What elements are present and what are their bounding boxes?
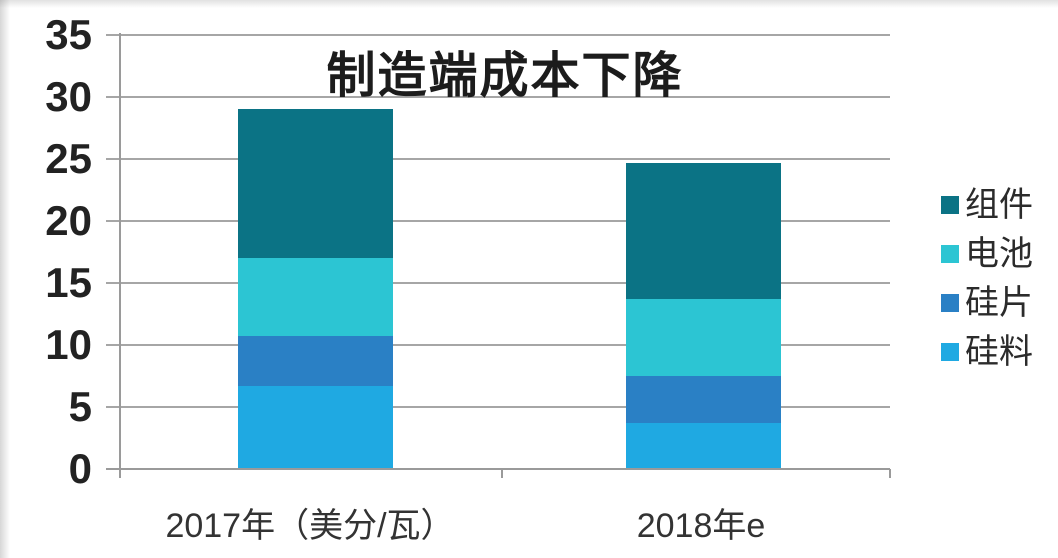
y-tick-label: 30 [45,73,92,120]
legend-item: 硅片 [941,286,1033,320]
x-axis-label-2017: 2017年（美分/瓦） [165,507,455,545]
bar-segment [626,299,781,376]
y-tick-label: 35 [45,11,92,58]
legend-swatch-icon [941,343,959,361]
y-tick-label: 20 [45,197,92,244]
y-tick-label: 25 [45,135,92,182]
x-axis-label-2018e: 2018年e [636,507,766,545]
y-tick-label: 0 [68,445,92,492]
y-axis-line [119,33,121,470]
bar-segment [238,109,393,259]
bar-segment [238,385,393,469]
y-tick-label: 15 [45,259,92,306]
legend-label: 组件 [965,186,1033,224]
legend-item: 硅料 [941,335,1033,369]
gridline [106,220,890,222]
gridline [106,282,890,284]
gridline [106,406,890,408]
legend-item: 组件 [941,188,1033,222]
x-axis-tick [501,469,503,478]
x-axis-line [106,468,890,470]
bar-segment [238,336,393,386]
gridline [106,34,890,36]
legend-item: 电池 [941,237,1033,271]
legend-label: 硅片 [965,284,1033,322]
bar-segment [626,162,781,300]
legend-swatch-icon [941,245,959,263]
y-tick-label: 10 [45,321,92,368]
gridline [106,158,890,160]
bar-segment [626,423,781,469]
gridline [106,344,890,346]
legend-swatch-icon [941,294,959,312]
x-axis-tick [119,469,121,478]
legend-swatch-icon [941,196,959,214]
legend-label: 电池 [965,235,1033,273]
chart-title: 制造端成本下降 [326,49,684,103]
x-axis-tick [889,469,891,478]
legend-label: 硅料 [965,333,1033,371]
bar-segment [626,376,781,424]
y-tick-label: 5 [68,383,92,430]
bar-segment [238,258,393,337]
gridline [106,96,890,98]
legend: 组件 电池 硅片 硅料 [941,188,1033,390]
